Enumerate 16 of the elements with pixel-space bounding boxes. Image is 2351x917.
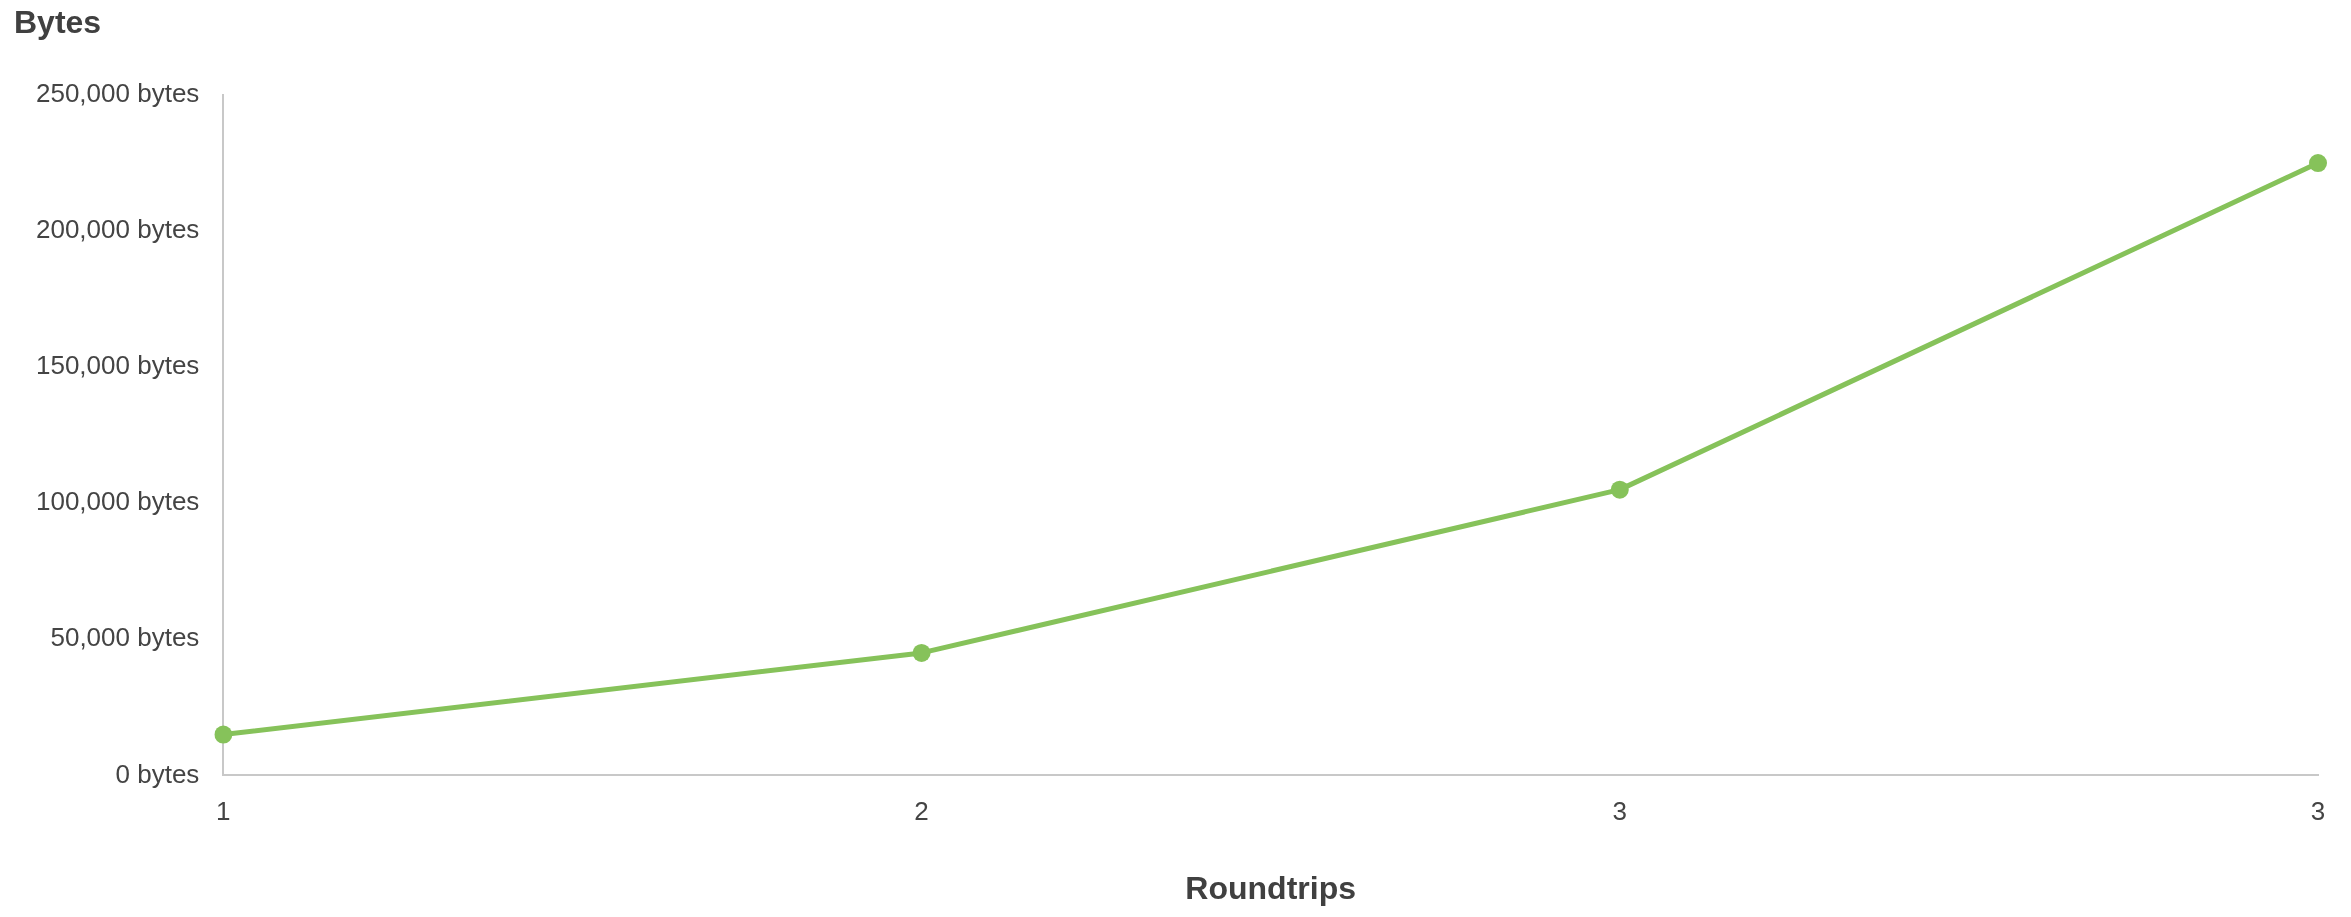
x-tick-label: 2 (914, 796, 929, 827)
point (1610, 480, 1629, 499)
point (912, 643, 931, 662)
y-tick-label: 0 bytes (115, 758, 200, 789)
y-tick-label: 50,000 bytes (50, 622, 200, 653)
point (2309, 154, 2327, 173)
y-tick-label: 250,000 bytes (35, 78, 200, 109)
x-tick-label: 3 (2310, 796, 2326, 827)
x-tick-label: 1 (216, 796, 231, 827)
y-tick-label: 100,000 bytes (35, 486, 200, 517)
y-tick-label: 200,000 bytes (35, 214, 200, 245)
point (214, 725, 233, 744)
y-axis-title: Bytes (14, 4, 102, 41)
x-tick-label: 3 (1612, 796, 1628, 827)
y-tick-label: 150,000 bytes (35, 350, 200, 381)
x-axis-title: Roundtrips (1185, 869, 1356, 906)
